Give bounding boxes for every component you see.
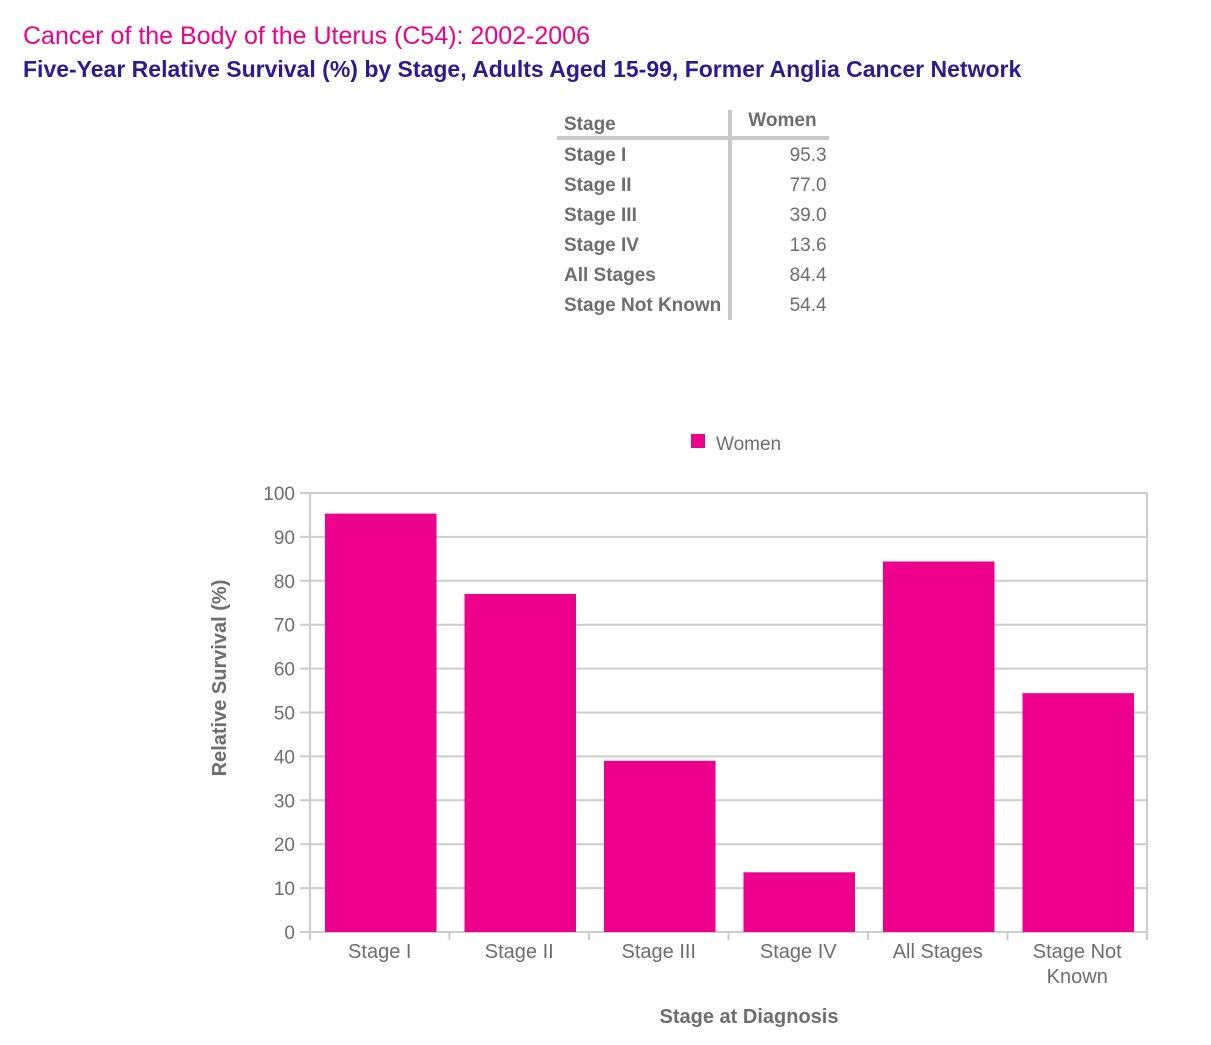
y-tick-label: 80 xyxy=(274,572,295,593)
stage-cell: Stage Not Known xyxy=(557,290,733,320)
stage-cell: Stage II xyxy=(557,170,733,200)
table-row: All Stages 84.4 xyxy=(557,260,829,290)
y-tick-label: 20 xyxy=(274,835,295,856)
x-tick-label: Stage IV xyxy=(760,941,837,963)
y-tick-label: 30 xyxy=(274,791,295,812)
value-cell: 13.6 xyxy=(789,234,827,256)
table-row: Stage III 39.0 xyxy=(557,200,829,230)
stage-cell: Stage IV xyxy=(557,230,733,260)
y-tick-label: 70 xyxy=(274,616,295,637)
x-tick-label: Stage I xyxy=(348,941,411,963)
y-tick-label: 40 xyxy=(274,747,295,768)
value-cell: 39.0 xyxy=(789,204,827,226)
value-cell: 95.3 xyxy=(789,144,827,166)
table-row: Stage Not Known 54.4 xyxy=(557,290,829,320)
y-tick-label: 60 xyxy=(274,660,295,681)
x-tick-label: All Stages xyxy=(893,941,983,963)
x-axis-title: Stage at Diagnosis xyxy=(660,1006,839,1028)
y-axis-title: Relative Survival (%) xyxy=(209,580,231,777)
data-table: Stage Women Stage I 95.3 Stage II 77.0 Stage… xyxy=(557,110,829,320)
bar xyxy=(464,593,576,932)
table-header-stage: Stage xyxy=(557,110,733,140)
bar xyxy=(883,561,995,932)
y-tick-label: 90 xyxy=(274,528,295,549)
y-tick-label: 10 xyxy=(274,879,295,900)
x-tick-label: Stage III xyxy=(622,941,697,963)
stage-cell: All Stages xyxy=(557,260,733,290)
stage-cell: Stage III xyxy=(557,200,733,230)
y-tick-label: 0 xyxy=(284,923,295,944)
table-header-women: Women xyxy=(730,110,829,140)
legend-swatch xyxy=(691,434,705,448)
bar xyxy=(743,872,855,932)
table-row: Stage IV 13.6 xyxy=(557,230,829,260)
bar xyxy=(325,513,437,932)
value-cell: 84.4 xyxy=(789,264,827,286)
value-cell: 54.4 xyxy=(789,294,827,316)
chart-subtitle: Five-Year Relative Survival (%) by Stage… xyxy=(23,56,1022,82)
value-cell: 77.0 xyxy=(789,174,827,196)
legend-label: Women xyxy=(716,434,781,455)
bar xyxy=(604,760,716,932)
stage-cell: Stage I xyxy=(557,138,733,170)
bar xyxy=(1022,693,1134,932)
x-tick-label: Stage II xyxy=(485,941,554,963)
y-tick-label: 100 xyxy=(263,484,295,505)
chart-title: Cancer of the Body of the Uterus (C54): … xyxy=(23,22,590,50)
table-row: Stage II 77.0 xyxy=(557,170,829,200)
x-tick-label: Stage Not Known xyxy=(1033,941,1122,988)
table-row: Stage I 95.3 xyxy=(557,138,829,170)
y-tick-label: 50 xyxy=(274,704,295,725)
